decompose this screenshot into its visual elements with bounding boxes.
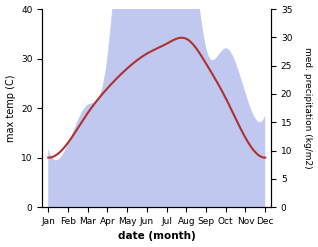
X-axis label: date (month): date (month): [118, 231, 196, 242]
Y-axis label: max temp (C): max temp (C): [5, 74, 16, 142]
Y-axis label: med. precipitation (kg/m2): med. precipitation (kg/m2): [303, 47, 313, 169]
